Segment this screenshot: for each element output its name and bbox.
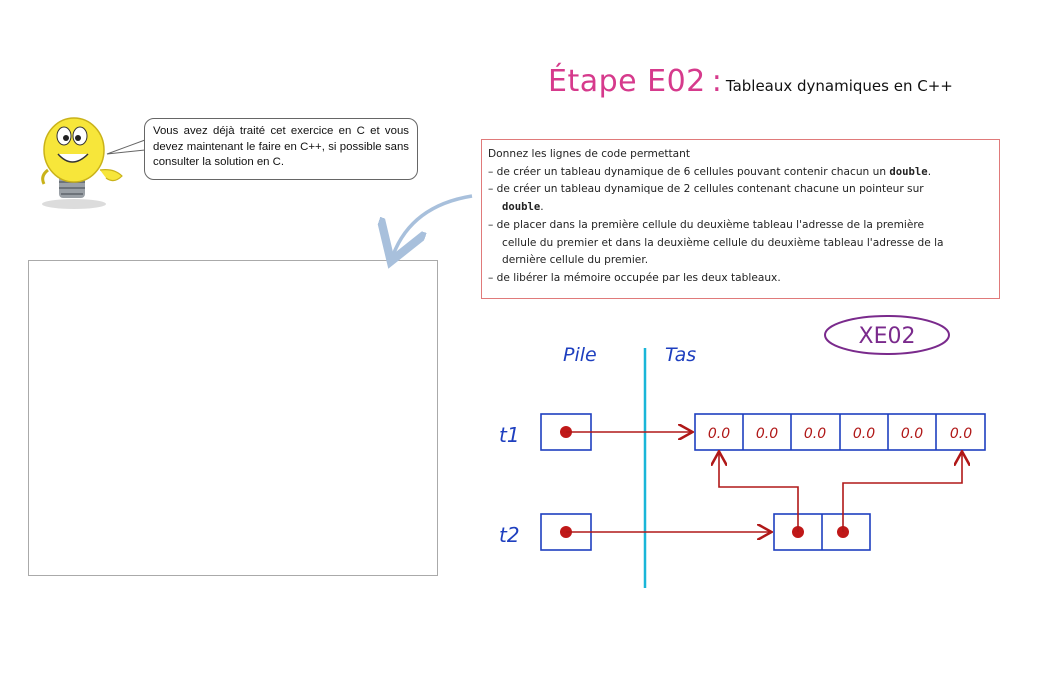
heap-cell-value: 0.0 [756, 426, 778, 442]
heap-array-6: 0.0 0.0 0.0 0.0 0.0 0.0 [694, 413, 986, 451]
heap-cell-value: 0.0 [901, 426, 923, 442]
instruction-item-3-cont1: cellule du premier et dans la deuxième c… [502, 236, 944, 249]
instruction-item-2-cont: double. [502, 201, 544, 214]
title-stage: Étape E02 [548, 64, 706, 99]
answer-area[interactable] [28, 260, 438, 576]
speech-bubble: Vous avez déjà traité cet exercice en C … [144, 118, 418, 180]
page-title: Étape E02: Tableaux dynamiques en C++ [548, 64, 953, 108]
heap-cell-value: 0.0 [853, 426, 875, 442]
instruction-item-2: – de créer un tableau dynamique de 2 cel… [488, 183, 924, 196]
instructions-intro: Donnez les lignes de code permettant [488, 148, 691, 160]
heap-array-2 [773, 513, 871, 551]
instruction-item-3: – de placer dans la première cellule du … [488, 218, 924, 231]
title-subtitle: Tableaux dynamiques en C++ [725, 77, 953, 95]
instruction-item-3-cont2: dernière cellule du premier. [502, 254, 649, 267]
t1-label: t1 [499, 423, 520, 447]
speech-bubble-tail [106, 139, 146, 155]
curved-arrow [392, 194, 473, 258]
tas-label: Tas [665, 344, 696, 366]
badge-label: XE02 [859, 324, 916, 349]
pile-label: Pile [563, 344, 597, 366]
badge-ellipse [824, 315, 950, 355]
speech-bubble-text: Vous avez déjà traité cet exercice en C … [153, 125, 409, 168]
pointer-to-last-cell [842, 453, 962, 532]
lightbulb-mascot-icon [41, 117, 123, 209]
heap-cell-value: 0.0 [804, 426, 826, 442]
title-colon: : [711, 64, 722, 99]
instruction-item-1: – de créer un tableau dynamique de 6 cel… [488, 165, 932, 178]
instructions-box: Donnez les lignes de code permettant – d… [481, 139, 1000, 299]
heap-cell-value: 0.0 [708, 426, 730, 442]
instruction-item-4: – de libérer la mémoire occupée par les … [488, 271, 781, 284]
t2-label: t2 [499, 523, 520, 547]
heap-cell-value: 0.0 [950, 426, 972, 442]
pointer-to-first-cell [719, 453, 799, 532]
